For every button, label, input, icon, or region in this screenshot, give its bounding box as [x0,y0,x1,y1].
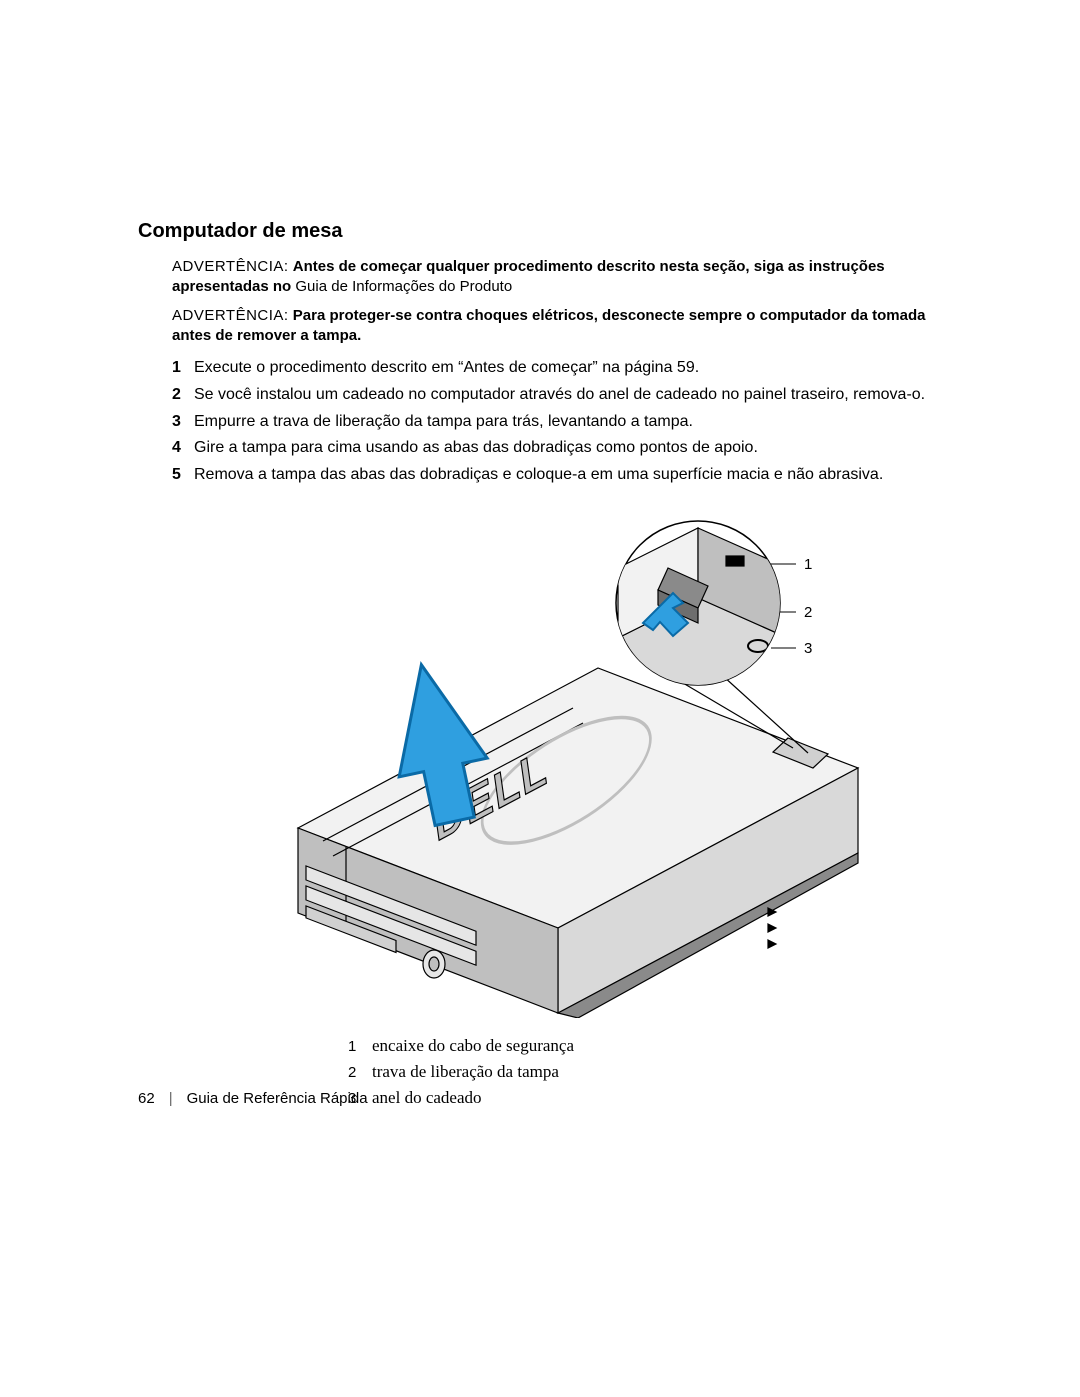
step-item: Gire a tampa para cima usando as abas da… [172,436,960,461]
legend-number: 2 [348,1064,372,1081]
steps-list: Execute o procedimento descrito em “Ante… [138,356,960,488]
section-title: Computador de mesa [138,220,960,243]
legend-number: 1 [348,1038,372,1055]
document-page: Computador de mesa ADVERTÊNCIA: Antes de… [0,0,1080,1397]
figure-callout-2: 2 [804,604,812,621]
legend-row: 2 trava de liberação da tampa [348,1062,960,1082]
figure-callout-3: 3 [804,640,812,657]
warning-text-plain: Guia de Informações do Produto [295,278,512,295]
warning-2: ADVERTÊNCIA: Para proteger-se contra cho… [138,306,960,347]
page-footer: 62 | Guia de Referência Rápida [138,1090,368,1107]
legend-text: encaixe do cabo de segurança [372,1036,574,1056]
warning-label: ADVERTÊNCIA: [172,307,289,324]
footer-divider: | [169,1090,173,1107]
figure-desktop-computer: DELL [228,508,948,1018]
step-item: Execute o procedimento descrito em “Ante… [172,356,960,381]
computer-illustration: DELL [228,508,948,1018]
warning-1: ADVERTÊNCIA: Antes de começar qualquer p… [138,257,960,298]
warning-label: ADVERTÊNCIA: [172,258,289,275]
step-item: Remova a tampa das abas das dobradiças e… [172,463,960,488]
step-item: Empurre a trava de liberação da tampa pa… [172,410,960,435]
page-number: 62 [138,1090,155,1107]
legend-row: 1 encaixe do cabo de segurança [348,1036,960,1056]
legend-row: 3 anel do cadeado [348,1088,960,1108]
legend-text: trava de liberação da tampa [372,1062,559,1082]
figure-legend: 1 encaixe do cabo de segurança 2 trava d… [348,1036,960,1108]
legend-text: anel do cadeado [372,1088,482,1108]
figure-callout-1: 1 [804,556,812,573]
footer-doc-title: Guia de Referência Rápida [187,1090,368,1107]
step-item: Se você instalou um cadeado no computado… [172,383,960,408]
